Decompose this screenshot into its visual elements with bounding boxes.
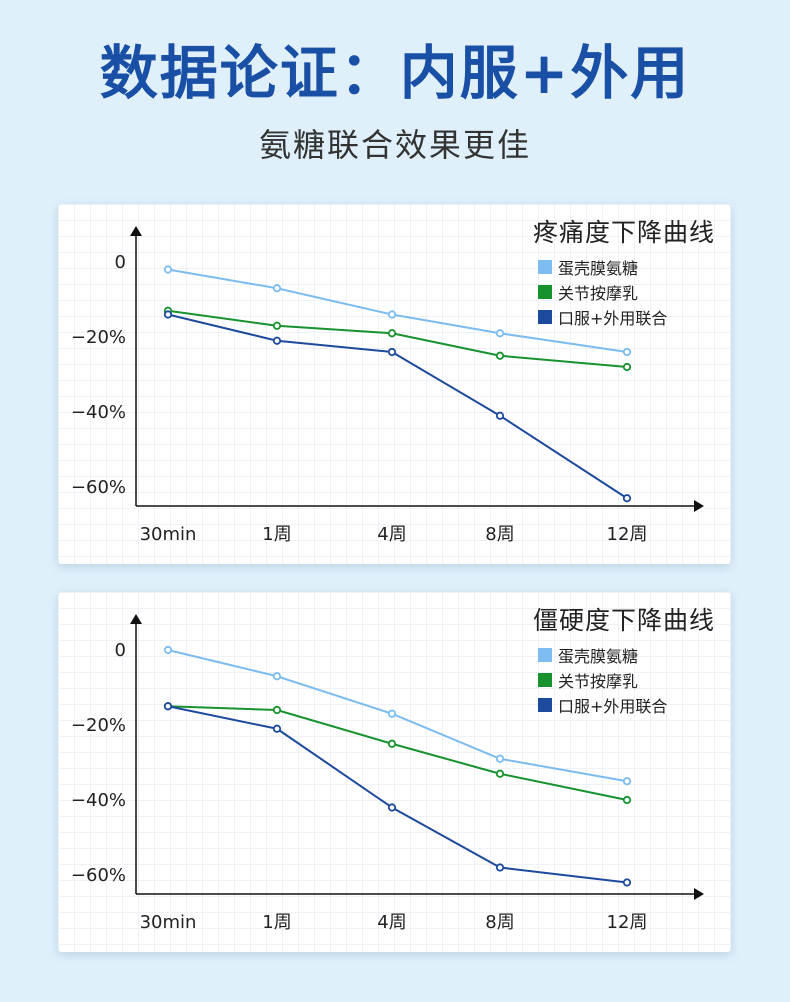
data-point <box>272 672 282 681</box>
y-tick-label: −20% <box>71 715 126 736</box>
pain-chart-title: 疼痛度下降曲线 <box>532 218 715 247</box>
data-point <box>272 705 282 715</box>
legend-label: 蛋壳膜氨糖 <box>558 646 639 666</box>
data-point <box>163 702 173 711</box>
legend-label: 蛋壳膜氨糖 <box>558 258 639 278</box>
data-point <box>272 284 282 293</box>
legend-label: 口服+外用联合 <box>558 696 668 716</box>
data-point <box>622 878 632 887</box>
data-point <box>387 347 397 357</box>
pain-chart-svg: 0 −20% −40% −60% 30min 1周 4周 8周 12周 <box>71 226 704 545</box>
legend-swatch-dark-blue <box>538 697 552 712</box>
data-point <box>622 795 632 805</box>
x-tick-label: 12周 <box>607 912 648 933</box>
data-point <box>272 724 282 733</box>
x-tick-label: 8周 <box>485 912 514 933</box>
legend-swatch-light-blue <box>538 259 552 274</box>
y-tick-label: 0 <box>115 252 126 273</box>
pain-chart-card: 0 −20% −40% −60% 30min 1周 4周 8周 12周 疼痛度下降曲线 蛋壳膜氨… <box>58 204 731 564</box>
y-tick-label: −60% <box>71 477 126 498</box>
stiffness-chart-svg: 0 −20% −40% −60% 30min 1周 4周 8周 12周 <box>71 614 704 933</box>
data-point <box>495 754 505 763</box>
data-point <box>272 321 282 330</box>
x-tick-label: 4周 <box>377 524 406 545</box>
legend-label: 关节按摩乳 <box>558 671 639 691</box>
data-point <box>163 310 173 319</box>
y-tick-label: 0 <box>115 640 126 661</box>
data-point <box>622 362 632 372</box>
legend-swatch-light-blue <box>538 647 552 662</box>
data-point <box>622 777 632 786</box>
y-tick-label: −20% <box>71 327 126 348</box>
data-point <box>495 351 505 360</box>
y-tick-label: −40% <box>71 790 126 811</box>
data-point <box>387 739 397 748</box>
data-point <box>163 265 173 274</box>
data-point <box>495 411 505 420</box>
data-point <box>622 494 632 503</box>
y-tick-label: −40% <box>71 402 126 423</box>
data-point <box>272 336 282 345</box>
stiffness-chart-title: 僵硬度下降曲线 <box>532 606 715 635</box>
stiffness-chart-card: 0 −20% −40% −60% 30min 1周 4周 8周 12周 僵硬度下降曲线 蛋壳膜氨… <box>58 592 731 952</box>
legend-item-joint-massage-cream: 关节按摩乳 <box>538 279 718 304</box>
y-axis-arrow-icon <box>130 614 142 624</box>
legend-label: 口服+外用联合 <box>558 308 668 328</box>
data-point <box>495 863 505 872</box>
data-point <box>163 645 173 655</box>
legend-item-combined: 口服+外用联合 <box>538 304 718 329</box>
legend-item-eggshell-glucosamine: 蛋壳膜氨糖 <box>538 254 718 279</box>
x-tick-label: 30min <box>140 912 197 933</box>
legend-label: 关节按摩乳 <box>558 283 639 303</box>
x-tick-label: 1周 <box>262 524 291 545</box>
x-tick-label: 8周 <box>485 524 514 545</box>
data-point <box>387 709 397 718</box>
legend-swatch-green <box>538 284 552 299</box>
stiffness-chart-legend: 蛋壳膜氨糖 关节按摩乳 口服+外用联合 <box>538 642 718 717</box>
data-point <box>495 329 505 338</box>
data-point <box>622 347 632 357</box>
x-tick-label: 12周 <box>607 524 648 545</box>
y-tick-label: −60% <box>71 865 126 886</box>
data-point <box>387 803 397 812</box>
x-tick-label: 4周 <box>377 912 406 933</box>
x-tick-label: 30min <box>140 524 197 545</box>
data-point <box>387 329 397 338</box>
y-axis-arrow-icon <box>130 226 142 236</box>
x-axis-arrow-icon <box>694 888 704 900</box>
x-tick-label: 1周 <box>262 912 291 933</box>
legend-item-joint-massage-cream: 关节按摩乳 <box>538 667 718 692</box>
legend-swatch-dark-blue <box>538 309 552 324</box>
data-point <box>387 310 397 319</box>
data-point <box>495 769 505 778</box>
main-title: 数据论证：内服+外用 <box>99 39 691 107</box>
legend-item-combined: 口服+外用联合 <box>538 692 718 717</box>
legend-item-eggshell-glucosamine: 蛋壳膜氨糖 <box>538 642 718 667</box>
legend-swatch-green <box>538 672 552 687</box>
sub-title: 氨糖联合效果更佳 <box>258 126 531 164</box>
x-axis-arrow-icon <box>694 500 704 512</box>
pain-chart-legend: 蛋壳膜氨糖 关节按摩乳 口服+外用联合 <box>538 254 718 329</box>
series-line <box>167 705 628 884</box>
